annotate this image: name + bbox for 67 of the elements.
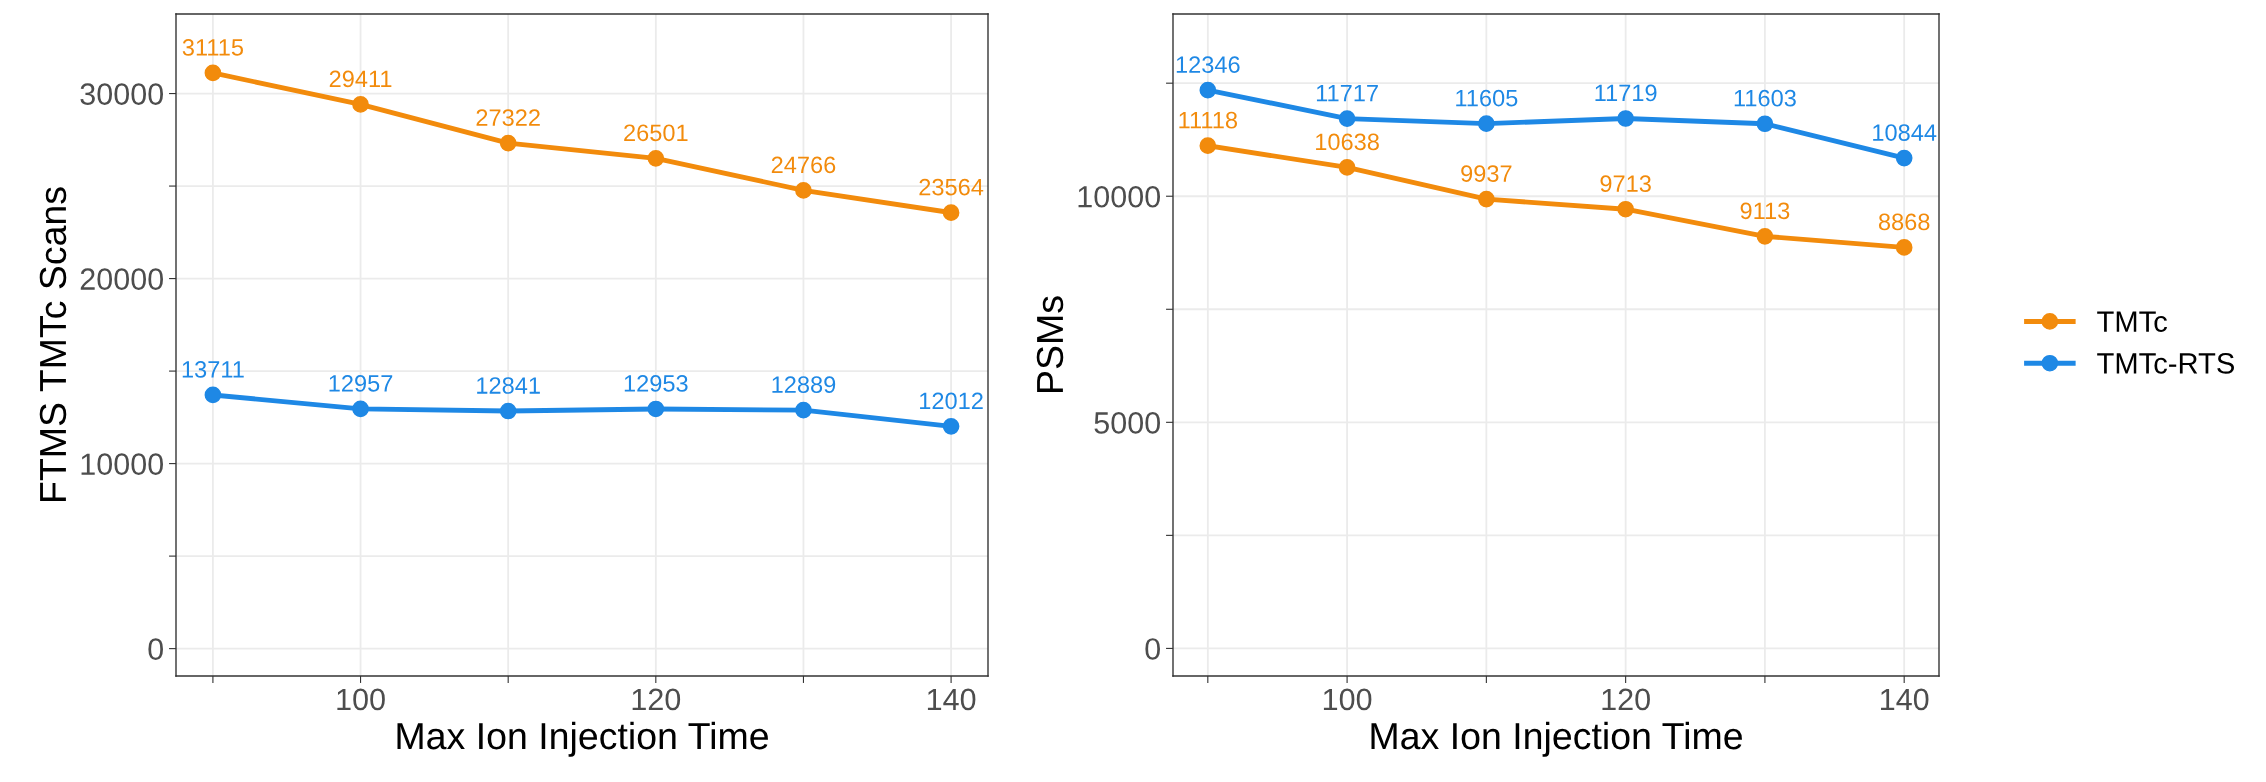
- data-label: 23564: [919, 178, 984, 196]
- data-label: 9113: [1740, 202, 1790, 220]
- data-label: 31115: [182, 39, 244, 56]
- point: [795, 182, 812, 199]
- data-label: 10844: [1873, 124, 1937, 141]
- x-tick-label: 100: [337, 688, 385, 711]
- point: [1756, 228, 1774, 245]
- data-label: 11603: [1734, 89, 1796, 107]
- y-tick-label: 10000: [1078, 185, 1161, 208]
- point: [204, 386, 222, 404]
- y-axis-title: FTMS TMTc Scans: [39, 187, 67, 501]
- point: [1338, 159, 1356, 176]
- data-label: 9713: [1600, 175, 1651, 193]
- data-label: 10638: [1316, 133, 1379, 151]
- data-label: 24766: [771, 156, 836, 174]
- point: [1895, 239, 1913, 256]
- y-tick-label: 20000: [80, 268, 164, 290]
- point: [795, 401, 812, 419]
- y-axis-title: PSMs: [1036, 296, 1064, 392]
- point: [647, 400, 665, 418]
- data-label: 12957: [329, 375, 393, 392]
- x-tick-label: 120: [1602, 688, 1650, 711]
- x-tick-label: 100: [1323, 688, 1372, 711]
- point: [1617, 200, 1634, 218]
- point: [499, 134, 517, 152]
- data-label: 12012: [920, 392, 983, 410]
- point: [204, 64, 222, 82]
- point: [1478, 115, 1495, 132]
- x-tick-label: 120: [632, 688, 681, 711]
- data-label: 13711: [182, 361, 244, 378]
- data-label: 11719: [1595, 84, 1657, 102]
- data-label: 11605: [1456, 89, 1518, 107]
- point: [352, 96, 369, 113]
- legend-label: TMTc: [2097, 311, 2168, 332]
- point: [1617, 110, 1634, 127]
- x-axis-title: Max Ion Injection Time: [397, 721, 768, 757]
- data-label: 26501: [624, 124, 688, 142]
- point: [1199, 137, 1217, 155]
- x-axis-title: Max Ion Injection Time: [1371, 721, 1742, 757]
- point: [1895, 149, 1913, 167]
- legend-label: TMTc-RTS: [2097, 353, 2234, 374]
- x-tick-label: 140: [927, 688, 976, 711]
- y-tick-label: 0: [148, 638, 163, 660]
- point: [1338, 110, 1356, 127]
- data-label: 29411: [329, 70, 392, 88]
- data-label: 12841: [477, 377, 540, 394]
- data-label: 8868: [1878, 213, 1930, 231]
- data-label: 12953: [624, 375, 688, 392]
- y-tick-label: 10000: [81, 453, 164, 475]
- data-label: 27322: [476, 109, 540, 126]
- point: [1756, 115, 1774, 133]
- data-label: 9937: [1461, 165, 1512, 182]
- point: [352, 400, 369, 418]
- point: [942, 418, 960, 435]
- y-tick-label: 5000: [1094, 412, 1161, 434]
- point: [499, 402, 517, 420]
- point: [647, 149, 665, 167]
- point: [1478, 190, 1495, 208]
- y-tick-label: 0: [1145, 638, 1160, 660]
- data-label: 12889: [772, 376, 836, 393]
- x-tick-label: 140: [1881, 688, 1929, 711]
- y-tick-label: 30000: [80, 83, 164, 105]
- data-label: 12346: [1176, 56, 1240, 73]
- data-label: 11717: [1316, 84, 1378, 102]
- data-label: 11118: [1179, 111, 1238, 129]
- point: [1199, 81, 1217, 99]
- point: [942, 204, 960, 221]
